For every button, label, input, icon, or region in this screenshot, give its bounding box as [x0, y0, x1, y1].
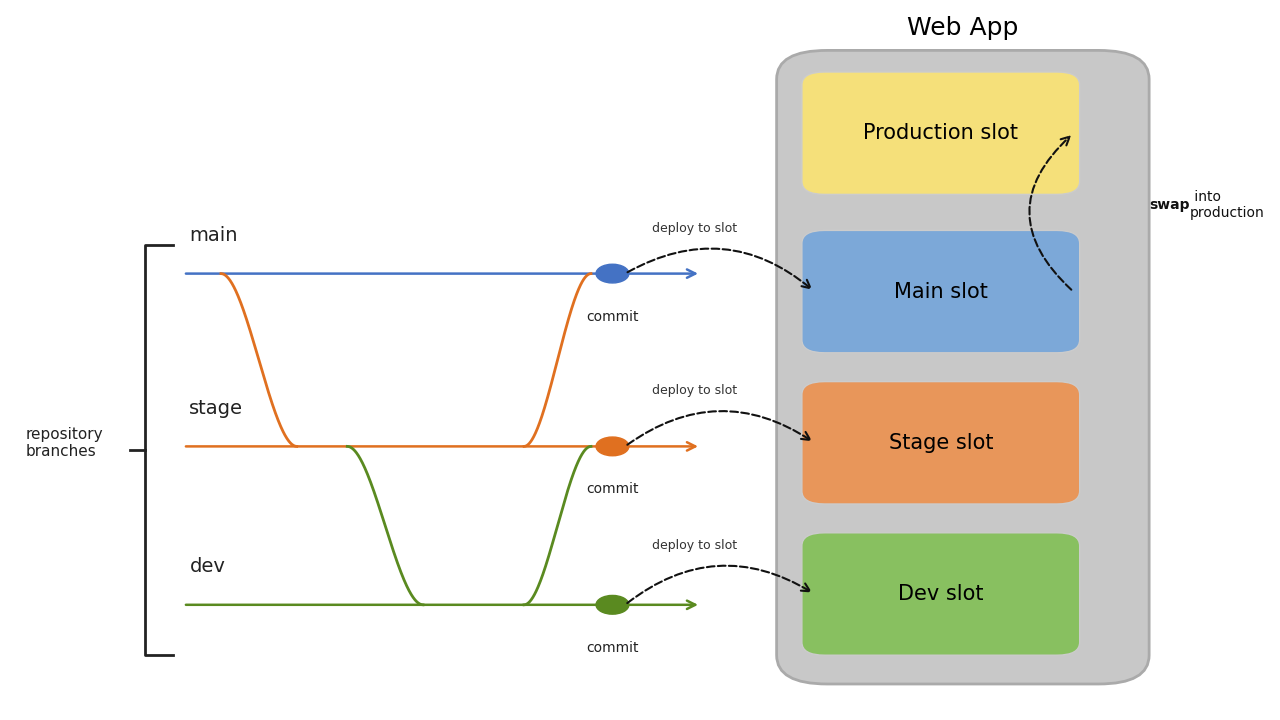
FancyBboxPatch shape — [801, 72, 1080, 194]
Text: Stage slot: Stage slot — [888, 433, 993, 453]
Text: into
production: into production — [1189, 190, 1265, 220]
Circle shape — [596, 595, 628, 614]
FancyBboxPatch shape — [801, 382, 1080, 504]
Text: Main slot: Main slot — [893, 282, 988, 302]
Text: commit: commit — [586, 310, 639, 323]
Text: deploy to slot: deploy to slot — [652, 384, 737, 397]
FancyBboxPatch shape — [801, 230, 1080, 353]
Text: swap: swap — [1149, 198, 1189, 212]
FancyBboxPatch shape — [777, 50, 1149, 684]
Text: main: main — [189, 226, 238, 245]
Text: stage: stage — [189, 399, 243, 418]
Text: deploy to slot: deploy to slot — [652, 222, 737, 235]
Text: Dev slot: Dev slot — [899, 584, 983, 604]
FancyBboxPatch shape — [801, 533, 1080, 655]
Text: deploy to slot: deploy to slot — [652, 539, 737, 552]
Text: commit: commit — [586, 482, 639, 496]
Circle shape — [596, 264, 628, 283]
Text: dev: dev — [189, 557, 225, 576]
Circle shape — [596, 437, 628, 456]
Text: Production slot: Production slot — [863, 123, 1019, 143]
Text: Web App: Web App — [908, 16, 1019, 40]
Text: commit: commit — [586, 641, 639, 654]
Text: repository
branches: repository branches — [26, 426, 102, 459]
